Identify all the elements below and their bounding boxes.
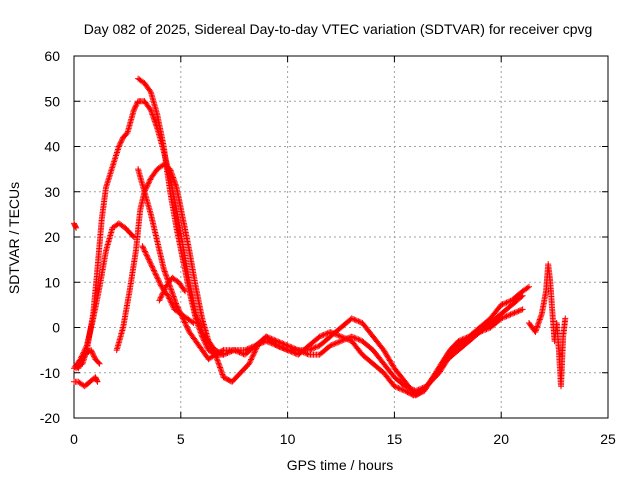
x-tick-label: 0 — [70, 431, 78, 447]
series-track-11 — [71, 220, 80, 231]
ticks: 0 5 10 15 20 25 -20 -10 0 10 20 30 40 50 60 — [40, 48, 616, 447]
grid — [74, 56, 608, 418]
x-tick-label: 5 — [177, 431, 185, 447]
y-tick-label: -10 — [40, 365, 60, 381]
data-marks — [71, 75, 569, 399]
series-marks — [113, 161, 526, 399]
series-track-9 — [526, 261, 569, 390]
y-tick-label: 0 — [52, 320, 60, 336]
series-marks — [526, 261, 569, 390]
y-tick-label: 60 — [44, 48, 60, 64]
series-marks — [71, 220, 80, 231]
x-tick-label: 25 — [600, 431, 616, 447]
y-tick-label: 20 — [44, 229, 60, 245]
y-tick-label: 30 — [44, 184, 60, 200]
x-axis-label: GPS time / hours — [287, 457, 394, 473]
x-tick-label: 15 — [387, 431, 403, 447]
series-marks — [139, 243, 197, 326]
series-track-4 — [113, 161, 526, 399]
x-tick-label: 10 — [280, 431, 296, 447]
series-track-6 — [135, 166, 526, 394]
series-marks — [135, 166, 526, 394]
series-track-10 — [71, 374, 101, 390]
x-tick-label: 20 — [493, 431, 509, 447]
y-tick-label: 50 — [44, 93, 60, 109]
series-track-7 — [139, 243, 197, 326]
series-track-3 — [75, 347, 103, 372]
y-tick-label: -20 — [40, 410, 60, 426]
y-axis-label: SDTVAR / TECUs — [6, 182, 22, 294]
chart-title: Day 082 of 2025, Sidereal Day-to-day VTE… — [84, 21, 593, 37]
series-marks — [75, 347, 103, 372]
y-tick-label: 40 — [44, 139, 60, 155]
series-track-8 — [156, 274, 189, 304]
y-tick-label: 10 — [44, 274, 60, 290]
series-marks — [156, 274, 189, 304]
series-marks — [71, 374, 101, 390]
